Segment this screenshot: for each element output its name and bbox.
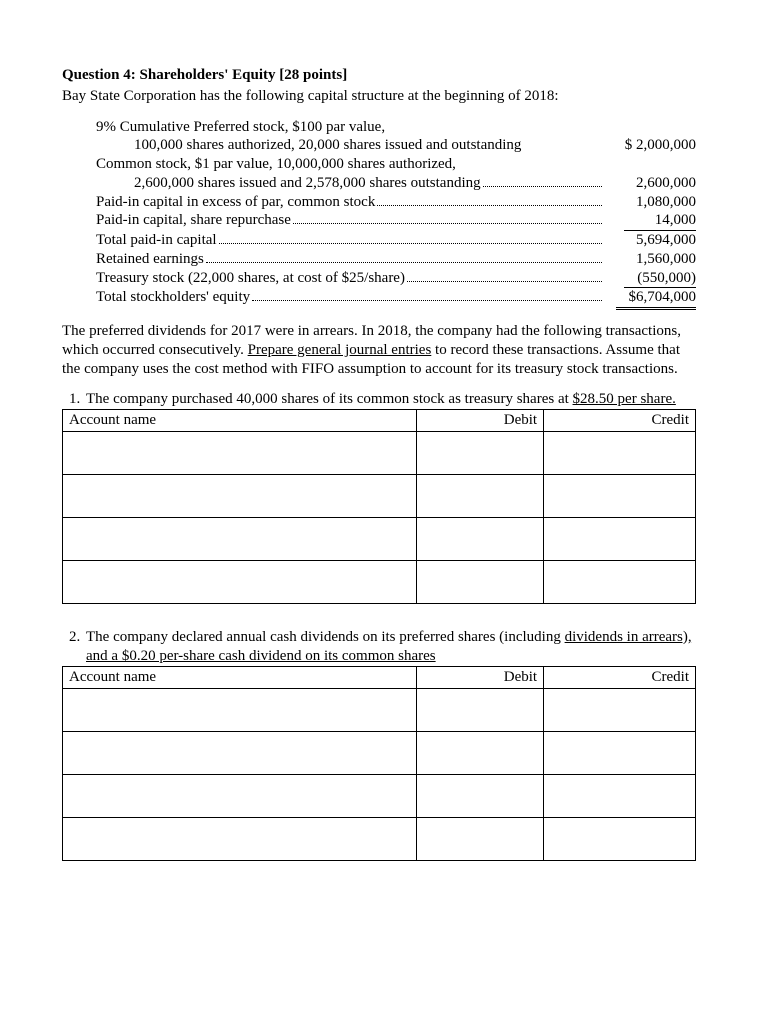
col-account: Account name xyxy=(63,410,417,432)
table-row xyxy=(63,817,696,860)
table-row xyxy=(63,432,696,475)
table-row xyxy=(63,688,696,731)
table-row xyxy=(63,731,696,774)
col-credit: Credit xyxy=(544,666,696,688)
col-credit: Credit xyxy=(544,410,696,432)
common-line1: Common stock, $1 par value, 10,000,000 s… xyxy=(96,155,456,174)
table-row xyxy=(63,774,696,817)
journal-entry-table-2: Account name Debit Credit xyxy=(62,666,696,861)
table-row xyxy=(63,475,696,518)
question-heading: Question 4: Shareholders' Equity [28 poi… xyxy=(62,67,347,83)
apic-repo-label: Paid-in capital, share repurchase xyxy=(96,211,291,230)
re-label: Retained earnings xyxy=(96,250,204,269)
total-se-label: Total stockholders' equity xyxy=(96,288,250,307)
pref-line1: 9% Cumulative Preferred stock, $100 par … xyxy=(96,118,385,137)
total-se-amount: $6,704,000 xyxy=(606,288,696,310)
common-line2-label: 2,600,000 shares issued and 2,578,000 sh… xyxy=(96,174,481,193)
intro-line: Bay State Corporation has the following … xyxy=(62,87,696,106)
common-amount: 2,600,000 xyxy=(606,174,696,193)
ts-amount: (550,000) xyxy=(606,269,696,289)
col-account: Account name xyxy=(63,666,417,688)
table-row xyxy=(63,518,696,561)
table-row xyxy=(63,561,696,604)
total-pic-amount: 5,694,000 xyxy=(606,231,696,250)
apic-common-amount: 1,080,000 xyxy=(606,193,696,212)
transaction-2: The company declared annual cash dividen… xyxy=(84,628,696,861)
apic-repo-amount: 14,000 xyxy=(606,211,696,231)
transaction-1: The company purchased 40,000 shares of i… xyxy=(84,390,696,604)
col-debit: Debit xyxy=(417,666,544,688)
pref-line2-label: 100,000 shares authorized, 20,000 shares… xyxy=(96,136,521,155)
apic-common-label: Paid-in capital in excess of par, common… xyxy=(96,193,375,212)
capital-structure-block: 9% Cumulative Preferred stock, $100 par … xyxy=(96,118,696,311)
total-pic-label: Total paid-in capital xyxy=(96,231,217,250)
col-debit: Debit xyxy=(417,410,544,432)
ts-label: Treasury stock (22,000 shares, at cost o… xyxy=(96,269,405,288)
re-amount: 1,560,000 xyxy=(606,250,696,269)
journal-entry-table-1: Account name Debit Credit xyxy=(62,409,696,604)
instructions-paragraph: The preferred dividends for 2017 were in… xyxy=(62,322,696,378)
pref-amount: $ 2,000,000 xyxy=(606,136,696,155)
